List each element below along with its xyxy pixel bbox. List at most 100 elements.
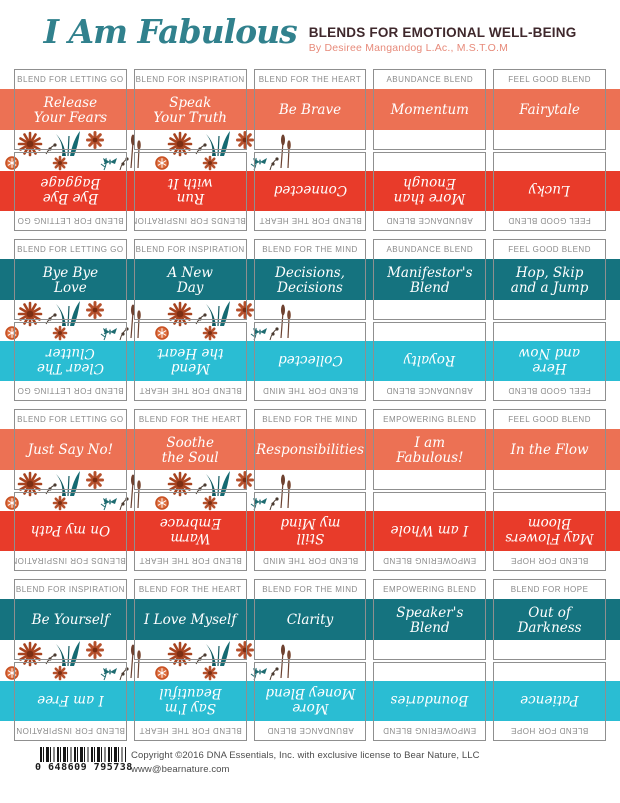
- label-column: ABUNDANCE BLEND Momentum ABUNDANCE BLEND…: [373, 69, 487, 231]
- top-label: BLEND FOR INSPIRATION A New Day: [133, 239, 247, 320]
- label-column: EMPOWERING BLEND Speaker's Blend EMPOWER…: [373, 579, 487, 741]
- blend-name: I Love Myself: [144, 612, 237, 629]
- label-column: BLEND FOR INSPIRATION Be Yourself BLEND …: [14, 579, 127, 741]
- category-label: BLEND FOR THE MIND: [262, 585, 358, 594]
- bottom-label-rotated: ABUNDANCE BLEND More than Enough: [373, 152, 487, 231]
- category-label: BLEND FOR LETTING GO: [17, 415, 124, 424]
- label-column: BLEND FOR INSPIRATION A New Day BLEND FO…: [133, 239, 247, 401]
- floral-pattern-band: [0, 130, 300, 171]
- strip-columns: BLEND FOR LETTING GO Bye Bye Love BLEND …: [0, 239, 620, 401]
- top-label: BLEND FOR INSPIRATION Speak Your Truth: [133, 69, 247, 150]
- blend-name: Patience: [520, 692, 579, 709]
- top-label: BLEND FOR THE HEART Soothe the Soul: [133, 409, 247, 490]
- floral-pattern-band: [0, 470, 300, 511]
- category-label: ABUNDANCE BLEND: [386, 386, 474, 395]
- blend-name: Speak Your Truth: [153, 94, 227, 126]
- bottom-label-rotated: BLEND FOR THE HEART Connected: [253, 152, 367, 231]
- blend-name: Manifestor's Blend: [387, 264, 473, 296]
- barcode: 0 648609 795738: [34, 747, 134, 773]
- blend-name: A New Day: [167, 264, 213, 296]
- blend-name: Royalty: [404, 352, 456, 369]
- top-label: BLEND FOR THE HEART I Love Myself: [133, 579, 247, 660]
- bottom-label-rotated: EMPOWERING BLEND Boundaries: [373, 662, 487, 741]
- strip-columns: BLEND FOR LETTING GO Release Your Fears …: [0, 69, 620, 231]
- category-label: EMPOWERING BLEND: [383, 415, 477, 424]
- blend-name: Connected: [273, 182, 347, 199]
- category-label: BLEND FOR THE HEART: [258, 216, 362, 225]
- bottom-label-rotated: BLEND FOR HOPE May Flowers Bloom: [493, 492, 606, 571]
- category-label: EMPOWERING BLEND: [383, 726, 477, 735]
- blend-name: Run with It: [167, 175, 213, 206]
- label-column: BLEND FOR THE MIND Responsibilities BLEN…: [253, 409, 367, 571]
- top-color-band: [0, 89, 620, 130]
- copyright-block: Copyright ©2016 DNA Essentials, Inc. wit…: [131, 749, 480, 778]
- blend-name: Clarity: [286, 612, 334, 629]
- blend-name: Just Say No!: [27, 442, 114, 459]
- label-column: FEEL GOOD BLEND Fairytale FEEL GOOD BLEN…: [493, 69, 606, 231]
- website-text: www@bearnature.com: [131, 764, 230, 776]
- label-column: BLEND FOR LETTING GO Bye Bye Love BLEND …: [14, 239, 127, 401]
- top-label: ABUNDANCE BLEND Momentum: [373, 69, 487, 150]
- blend-name: On my Path: [30, 522, 111, 539]
- category-label: EMPOWERING BLEND: [383, 585, 477, 594]
- category-label: BLEND FOR INSPIRATION: [135, 75, 245, 84]
- blend-name: Momentum: [390, 102, 469, 119]
- blend-name: May Flowers Bloom: [505, 515, 594, 546]
- bottom-label-rotated: EMPOWERING BLEND I am Whole: [373, 492, 487, 571]
- strip-columns: BLEND FOR INSPIRATION Be Yourself BLEND …: [0, 579, 620, 741]
- blend-name: Collected: [277, 352, 343, 369]
- blend-name: Lucky: [529, 182, 571, 199]
- copyright-text: Copyright ©2016 DNA Essentials, Inc. wit…: [131, 750, 480, 761]
- top-label: FEEL GOOD BLEND In the Flow: [493, 409, 606, 490]
- top-label: BLEND FOR INSPIRATION Be Yourself: [14, 579, 127, 660]
- bottom-label-rotated: FEEL GOOD BLEND Lucky: [493, 152, 606, 231]
- blend-name: Hop, Skip and a Jump: [510, 264, 589, 296]
- top-color-band: [0, 599, 620, 640]
- category-label: BLEND FOR HOPE: [510, 556, 589, 565]
- category-label: BLEND FOR INSPIRATION: [15, 726, 125, 735]
- category-label: BLEND FOR THE HEART: [138, 386, 242, 395]
- label-column: EMPOWERING BLEND I am Fabulous! EMPOWERI…: [373, 409, 487, 571]
- top-label: BLEND FOR THE MIND Responsibilities: [253, 409, 367, 490]
- top-label: FEEL GOOD BLEND Hop, Skip and a Jump: [493, 239, 606, 320]
- label-column: BLEND FOR LETTING GO Just Say No! BLENDS…: [14, 409, 127, 571]
- category-label: BLEND FOR HOPE: [510, 726, 589, 735]
- bottom-label-rotated: ABUNDANCE BLEND Royalty: [373, 322, 487, 401]
- category-label: ABUNDANCE BLEND: [266, 726, 354, 735]
- label-strip: BLEND FOR LETTING GO Just Say No! BLENDS…: [0, 409, 620, 571]
- blend-name: Bye Bye Love: [42, 264, 99, 296]
- category-label: BLEND FOR THE HEART: [138, 585, 242, 594]
- category-label: BLEND FOR THE MIND: [262, 415, 358, 424]
- top-label: BLEND FOR LETTING GO Just Say No!: [14, 409, 127, 490]
- category-label: BLEND FOR THE HEART: [138, 726, 242, 735]
- blend-name: I am Fabulous!: [396, 434, 464, 466]
- label-column: ABUNDANCE BLEND Manifestor's Blend ABUND…: [373, 239, 487, 401]
- label-column: BLEND FOR THE HEART I Love Myself BLEND …: [133, 579, 247, 741]
- category-label: BLEND FOR INSPIRATION: [135, 245, 245, 254]
- barcode-digits: 0 648609 795738: [34, 762, 134, 773]
- author-byline: By Desiree Mangandog L.Ac., M.S.T.O.M: [308, 42, 509, 54]
- category-label: BLEND FOR THE MIND: [262, 245, 358, 254]
- label-column: BLEND FOR LETTING GO Release Your Fears …: [14, 69, 127, 231]
- label-strip: BLEND FOR LETTING GO Release Your Fears …: [0, 69, 620, 231]
- category-label: BLEND FOR LETTING GO: [17, 245, 124, 254]
- category-label: FEEL GOOD BLEND: [508, 386, 591, 395]
- top-label: BLEND FOR THE MIND Clarity: [253, 579, 367, 660]
- top-label: EMPOWERING BLEND I am Fabulous!: [373, 409, 487, 490]
- blend-name: Be Yourself: [31, 612, 110, 629]
- category-label: EMPOWERING BLEND: [383, 556, 477, 565]
- category-label: BLEND FOR LETTING GO: [17, 386, 124, 395]
- blend-name: Decisions, Decisions: [275, 264, 345, 296]
- top-color-band: [0, 429, 620, 470]
- blend-name: More than Enough: [394, 175, 466, 206]
- category-label: ABUNDANCE BLEND: [386, 75, 474, 84]
- category-label: FEEL GOOD BLEND: [508, 216, 591, 225]
- top-label: BLEND FOR HOPE Out of Darkness: [493, 579, 606, 660]
- top-label: FEEL GOOD BLEND Fairytale: [493, 69, 606, 150]
- category-label: FEEL GOOD BLEND: [508, 75, 591, 84]
- page-header: I Am Fabulous BLENDS FOR EMOTIONAL WELL-…: [0, 13, 620, 54]
- bottom-label-rotated: FEEL GOOD BLEND Here and Now: [493, 322, 606, 401]
- blend-name: Be Brave: [278, 102, 342, 119]
- label-column: BLEND FOR THE MIND Decisions, Decisions …: [253, 239, 367, 401]
- top-label: EMPOWERING BLEND Speaker's Blend: [373, 579, 487, 660]
